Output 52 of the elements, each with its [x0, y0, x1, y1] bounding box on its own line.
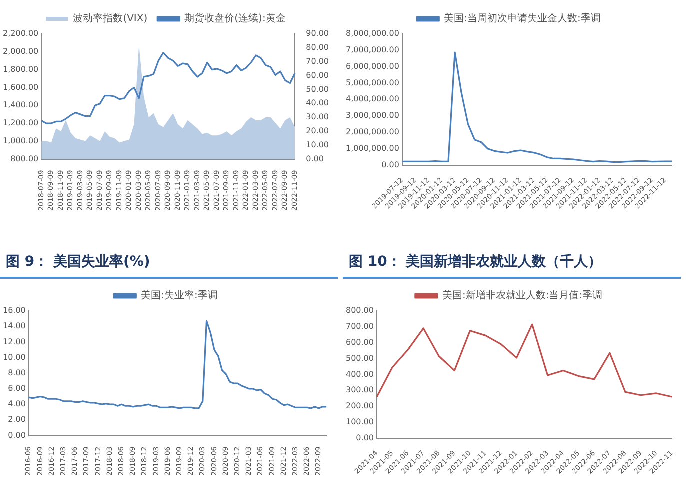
y-tick-label: 0.00	[356, 433, 374, 442]
y-tick-label: 14.00	[2, 322, 26, 331]
y-tick-label: 2,000,000.00	[346, 128, 400, 137]
y-tick-label: 0.00	[8, 430, 26, 440]
y-tick-label: 1,600.00	[3, 82, 39, 92]
chart-title: 图 10： 美国新增非农就业人数（千人）	[343, 249, 681, 279]
y-tick-label: 6.00	[8, 384, 26, 394]
y-tick-label: 1,200.00	[3, 118, 39, 128]
y2-tick-label: 60.00	[306, 70, 330, 80]
y-tick-label: 200.00	[346, 402, 374, 411]
y-tick-label: 500.00	[346, 354, 374, 363]
legend-label: 美国:当周初次申请失业金人数:季调	[444, 12, 601, 25]
y-tick-label: 800.00	[346, 306, 374, 316]
y-tick-label: 12.00	[2, 337, 26, 346]
y-tick-label: 600.00	[346, 338, 374, 347]
y-tick-label: 300.00	[346, 386, 374, 395]
y-tick-label: 10.00	[2, 352, 26, 362]
chart-title: 图 9： 美国失业率(%)	[0, 249, 338, 279]
y2-tick-label: 30.00	[306, 112, 330, 122]
y-tick-label: 8.00	[8, 368, 26, 378]
legend-label: 期货收盘价(连续):黄金	[184, 12, 286, 25]
y-tick-label: 4.00	[8, 400, 26, 409]
y2-tick-label: 90.00	[306, 29, 330, 38]
y-tick-label: 1,000,000.00	[346, 144, 400, 153]
y-tick-label: 400.00	[346, 370, 374, 379]
legend-label: 美国:失业率:季调	[141, 290, 218, 302]
legend-label: 美国:新增非农就业人数:当月值:季调	[442, 290, 603, 302]
y-tick-label: 700.00	[346, 322, 374, 331]
y-tick-label: 16.00	[2, 306, 26, 316]
y2-tick-label: 20.00	[306, 126, 330, 136]
y-tick-label: 7,000,000.00	[346, 45, 400, 54]
y-tick-label: 2,000.00	[3, 46, 39, 56]
y-tick-label: 1,400.00	[3, 100, 39, 110]
y-tick-label: 2,200.00	[3, 29, 39, 38]
y2-tick-label: 80.00	[306, 43, 330, 52]
y-tick-label: 5,000,000.00	[346, 78, 400, 88]
legend-label: 波动率指数(VIX)	[73, 12, 148, 25]
y-tick-label: 0.00	[382, 160, 400, 170]
y-tick-label: 4,000,000.00	[346, 94, 400, 104]
y-tick-label: 100.00	[346, 418, 374, 427]
y-tick-label: 6,000,000.00	[346, 62, 400, 71]
y2-tick-label: 10.00	[306, 140, 330, 150]
y-tick-label: 3,000,000.00	[346, 111, 400, 120]
y-tick-label: 1,800.00	[3, 64, 39, 74]
y-tick-label: 800.00	[10, 154, 39, 164]
y-tick-label: 1,000.00	[3, 136, 39, 146]
y2-tick-label: 50.00	[306, 84, 330, 94]
y2-tick-label: 40.00	[306, 98, 330, 108]
y2-tick-label: 0.00	[306, 154, 324, 164]
y-tick-label: 2.00	[8, 415, 26, 424]
y-tick-label: 8,000,000.00	[346, 29, 400, 38]
y2-tick-label: 70.00	[306, 56, 330, 66]
